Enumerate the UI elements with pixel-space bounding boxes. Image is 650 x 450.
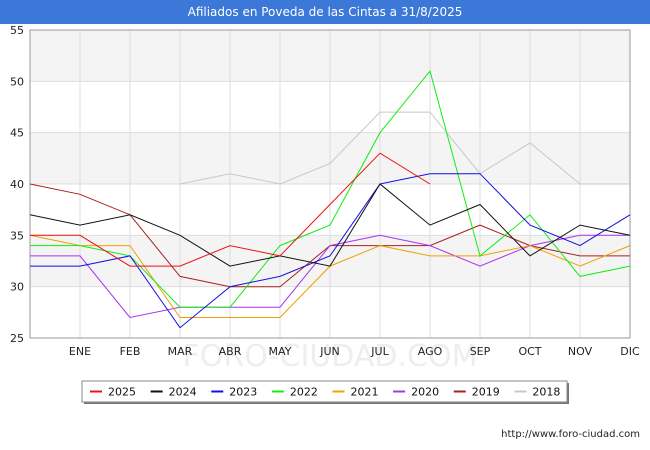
legend-label-2019: 2019 bbox=[472, 386, 500, 399]
y-tick-label: 55 bbox=[10, 24, 24, 37]
x-tick-label: ENE bbox=[69, 345, 91, 358]
y-tick-labels: 25 30 35 40 45 50 55 bbox=[10, 24, 24, 345]
x-tick-label: SEP bbox=[470, 345, 491, 358]
legend-label-2023: 2023 bbox=[229, 386, 257, 399]
x-tick-label: FEB bbox=[120, 345, 141, 358]
x-tick-label: JUN bbox=[319, 345, 340, 358]
legend-box bbox=[81, 380, 568, 403]
y-tick-label: 45 bbox=[10, 127, 24, 140]
x-tick-label: MAR bbox=[168, 345, 193, 358]
legend-label-2020: 2020 bbox=[411, 386, 439, 399]
series-line-2018 bbox=[179, 111, 630, 185]
title-bar bbox=[0, 0, 650, 24]
y-tick-label: 30 bbox=[10, 281, 24, 294]
x-tick-labels: ENE FEB MAR ABR MAY JUN JUL AGO SEP OCT NOV DIC bbox=[69, 345, 640, 358]
chart-title: Afiliados en Poveda de las Cintas a 31/8… bbox=[187, 5, 463, 19]
x-tick-label: NOV bbox=[568, 345, 593, 358]
series-line-2024 bbox=[29, 183, 631, 267]
x-tick-label: MAY bbox=[269, 345, 292, 358]
watermark: FORO-CIUDAD.COM bbox=[183, 339, 478, 374]
source-url: http://www.foro-ciudad.com bbox=[501, 429, 640, 440]
x-tick-label: JUL bbox=[370, 345, 389, 358]
series-line-2023 bbox=[30, 173, 631, 329]
y-tick-label: 35 bbox=[10, 229, 24, 242]
y-tick-label: 50 bbox=[10, 75, 24, 88]
y-tick-label: 25 bbox=[10, 332, 24, 345]
x-tick-label: DIC bbox=[620, 345, 640, 358]
legend-label-2021: 2021 bbox=[351, 386, 379, 399]
series-line-2025 bbox=[30, 152, 431, 267]
x-tick-label: OCT bbox=[518, 345, 541, 358]
legend: 2025 2024 2023 2022 2021 2020 2019 2018 bbox=[81, 380, 569, 404]
x-tick-label: ABR bbox=[219, 345, 242, 358]
x-tick-label: AGO bbox=[418, 345, 443, 358]
series-lines bbox=[29, 70, 631, 329]
legend-label-2022: 2022 bbox=[290, 386, 318, 399]
legend-label-2024: 2024 bbox=[169, 386, 197, 399]
legend-label-2018: 2018 bbox=[532, 386, 560, 399]
y-tick-label: 40 bbox=[10, 178, 24, 191]
legend-label-2025: 2025 bbox=[108, 386, 136, 399]
